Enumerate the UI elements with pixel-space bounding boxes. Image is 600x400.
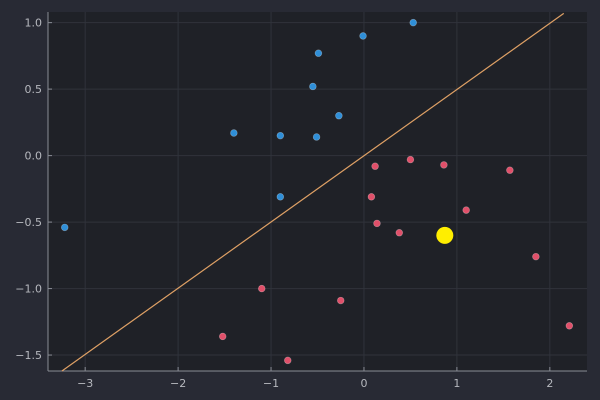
axes <box>47 12 587 372</box>
point-class-b <box>219 332 227 341</box>
highlight-layer <box>436 226 454 244</box>
point-class-b <box>395 229 403 237</box>
point-class-b <box>506 166 514 174</box>
y-axis-ticks: −1.5 −1.0 −0.5 0.0 0.5 1.0 <box>15 17 52 362</box>
point-class-b <box>373 219 381 228</box>
plot-area <box>48 12 587 371</box>
point-class-a <box>314 49 323 57</box>
point-class-a <box>335 112 343 120</box>
y-tick-label: 0.0 <box>25 150 43 163</box>
grid-lines <box>48 12 587 371</box>
x-axis-ticks: −3 −2 −1 0 1 2 <box>77 367 553 390</box>
point-class-b <box>284 356 292 365</box>
point-class-b <box>532 252 540 261</box>
y-tick-label: −1.0 <box>15 283 42 296</box>
point-class-b <box>367 193 376 201</box>
decision-line-layer <box>61 12 565 372</box>
x-tick-label: 1 <box>453 377 460 390</box>
y-tick-label: 1.0 <box>25 17 43 30</box>
point-class-a <box>276 131 285 140</box>
point-class-a <box>61 223 69 232</box>
point-class-b <box>462 206 470 214</box>
point-class-a <box>359 32 367 40</box>
point-class-a <box>276 193 285 201</box>
point-class-a <box>230 129 238 137</box>
y-tick-label: 0.5 <box>25 83 43 96</box>
highlight-point <box>436 226 454 244</box>
x-tick-label: 0 <box>360 377 367 390</box>
points-layer <box>61 18 574 365</box>
x-tick-label: 2 <box>546 377 553 390</box>
point-class-a <box>309 82 317 91</box>
x-tick-label: −1 <box>263 377 279 390</box>
point-class-a <box>312 133 321 141</box>
y-tick-label: −0.5 <box>15 216 42 229</box>
point-class-b <box>258 284 266 293</box>
point-class-a <box>409 18 417 27</box>
point-class-b <box>371 162 379 170</box>
point-class-b <box>337 296 345 305</box>
x-tick-label: −2 <box>170 377 186 390</box>
y-tick-label: −1.5 <box>15 349 42 362</box>
x-tick-label: −3 <box>77 377 93 390</box>
point-class-b <box>565 322 574 330</box>
point-class-b <box>406 155 415 164</box>
point-class-b <box>440 161 448 169</box>
decision-boundary-line <box>61 12 565 372</box>
